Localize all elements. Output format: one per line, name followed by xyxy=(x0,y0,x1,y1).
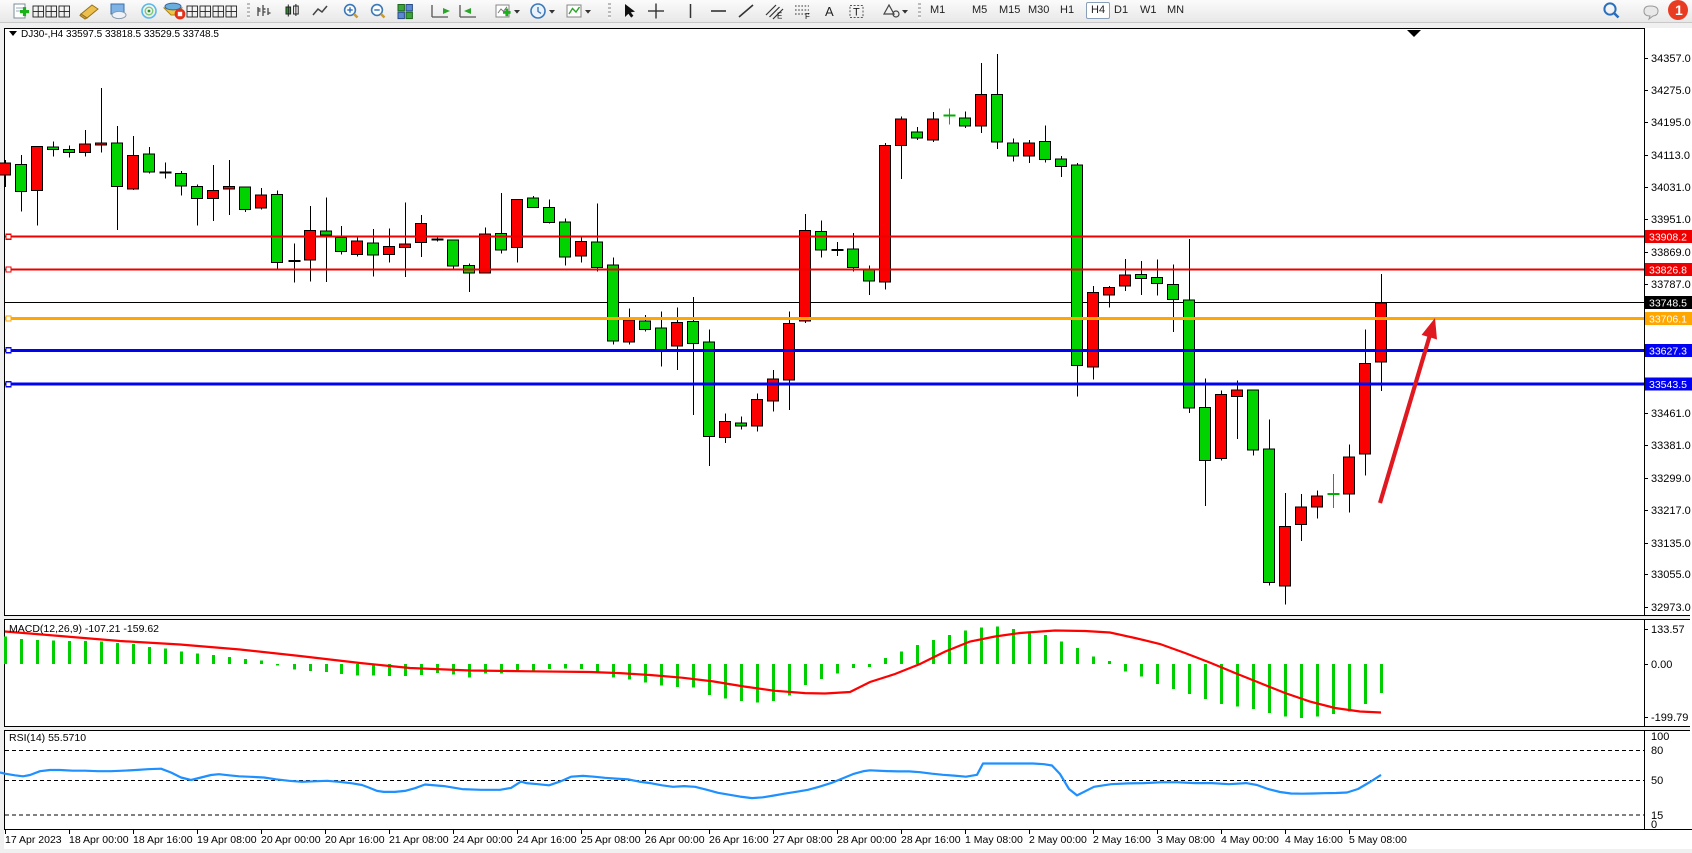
svg-text:26 Apr 00:00: 26 Apr 00:00 xyxy=(645,834,705,846)
svg-text:24 Apr 00:00: 24 Apr 00:00 xyxy=(453,834,513,846)
svg-text:A: A xyxy=(825,4,834,19)
svg-text:34031.0: 34031.0 xyxy=(1651,182,1691,194)
svg-text:33706.1: 33706.1 xyxy=(1649,314,1687,326)
svg-text:1 May 08:00: 1 May 08:00 xyxy=(965,834,1023,846)
svg-text:33299.0: 33299.0 xyxy=(1651,473,1691,485)
svg-text:28 Apr 00:00: 28 Apr 00:00 xyxy=(837,834,897,846)
svg-text:27 Apr 08:00: 27 Apr 08:00 xyxy=(773,834,833,846)
svg-text:33908.2: 33908.2 xyxy=(1649,232,1687,244)
svg-text:33627.3: 33627.3 xyxy=(1649,345,1687,357)
svg-text:15: 15 xyxy=(1651,810,1663,822)
svg-text:33869.0: 33869.0 xyxy=(1651,247,1691,259)
svg-text:100: 100 xyxy=(1651,731,1669,743)
svg-text:5 May 08:00: 5 May 08:00 xyxy=(1349,834,1407,846)
svg-text:133.57: 133.57 xyxy=(1651,624,1685,636)
svg-text:33135.0: 33135.0 xyxy=(1651,538,1691,550)
svg-text:18 Apr 16:00: 18 Apr 16:00 xyxy=(133,834,193,846)
svg-text:33787.0: 33787.0 xyxy=(1651,279,1691,291)
svg-text:80: 80 xyxy=(1651,745,1663,757)
svg-text:T: T xyxy=(853,7,860,19)
svg-text:33748.5: 33748.5 xyxy=(1649,297,1687,309)
svg-text:21 Apr 08:00: 21 Apr 08:00 xyxy=(389,834,449,846)
svg-text:34275.0: 34275.0 xyxy=(1651,85,1691,97)
svg-text:26 Apr 16:00: 26 Apr 16:00 xyxy=(709,834,769,846)
svg-text:33543.5: 33543.5 xyxy=(1649,379,1687,391)
svg-text:34195.0: 34195.0 xyxy=(1651,117,1691,129)
svg-text:33461.0: 33461.0 xyxy=(1651,408,1691,420)
svg-text:0.00: 0.00 xyxy=(1651,659,1672,671)
svg-text:-199.79: -199.79 xyxy=(1651,712,1688,724)
svg-text:17 Apr 2023: 17 Apr 2023 xyxy=(5,834,62,846)
svg-text:0: 0 xyxy=(1651,819,1657,831)
svg-text:RSI(14) 55.5710: RSI(14) 55.5710 xyxy=(9,732,86,744)
svg-text:18 Apr 00:00: 18 Apr 00:00 xyxy=(69,834,129,846)
svg-text:4 May 00:00: 4 May 00:00 xyxy=(1221,834,1279,846)
svg-text:24 Apr 16:00: 24 Apr 16:00 xyxy=(517,834,577,846)
svg-text:28 Apr 16:00: 28 Apr 16:00 xyxy=(901,834,961,846)
svg-text:19 Apr 08:00: 19 Apr 08:00 xyxy=(197,834,257,846)
svg-text:F: F xyxy=(805,12,810,21)
svg-text:25 Apr 08:00: 25 Apr 08:00 xyxy=(581,834,641,846)
svg-text:33217.0: 33217.0 xyxy=(1651,505,1691,517)
svg-text:33381.0: 33381.0 xyxy=(1651,440,1691,452)
svg-text:3 May 08:00: 3 May 08:00 xyxy=(1157,834,1215,846)
svg-text:20 Apr 00:00: 20 Apr 00:00 xyxy=(261,834,321,846)
svg-text:33826.8: 33826.8 xyxy=(1649,265,1687,277)
svg-text:2 May 00:00: 2 May 00:00 xyxy=(1029,834,1087,846)
svg-text:34357.0: 34357.0 xyxy=(1651,53,1691,65)
svg-text:1: 1 xyxy=(1675,2,1683,18)
svg-text:MACD(12,26,9) -107.21 -159.62: MACD(12,26,9) -107.21 -159.62 xyxy=(9,623,159,635)
svg-text:32973.0: 32973.0 xyxy=(1651,602,1691,614)
svg-text:33951.0: 33951.0 xyxy=(1651,214,1691,226)
svg-text:33055.0: 33055.0 xyxy=(1651,569,1691,581)
svg-text:50: 50 xyxy=(1651,775,1663,787)
svg-text:DJ30-,H4 33597.5 33818.5 3352: DJ30-,H4 33597.5 33818.5 33529.5 33748.5 xyxy=(21,29,219,40)
svg-text:4 May 16:00: 4 May 16:00 xyxy=(1285,834,1343,846)
svg-text:34113.0: 34113.0 xyxy=(1651,150,1690,162)
svg-text:2 May 16:00: 2 May 16:00 xyxy=(1093,834,1151,846)
svg-text:E: E xyxy=(777,12,782,21)
svg-text:20 Apr 16:00: 20 Apr 16:00 xyxy=(325,834,385,846)
